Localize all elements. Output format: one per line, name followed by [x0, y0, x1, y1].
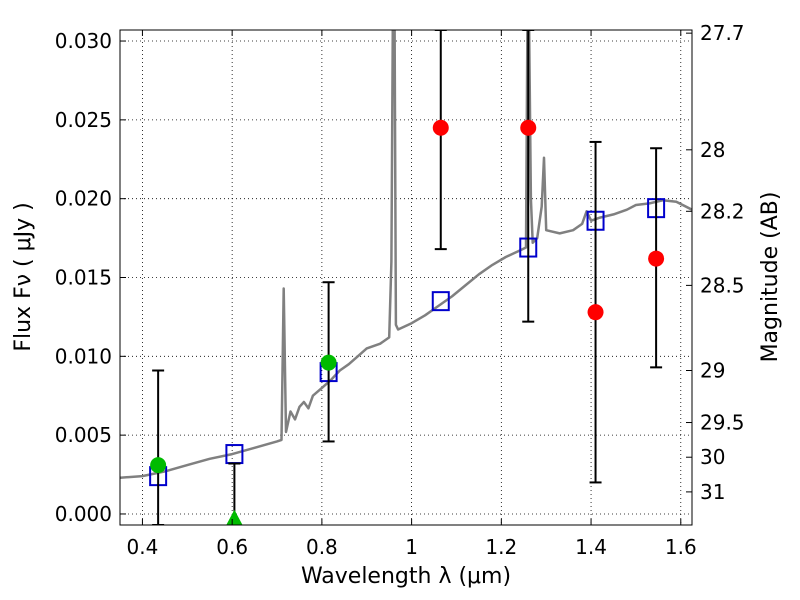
observed-flux-point: [520, 119, 537, 136]
plot-frame: [119, 29, 693, 526]
x-tick-label: 1.6: [665, 535, 697, 559]
x-axis-label: Wavelength λ (μm): [301, 564, 511, 589]
x-tick-label: 1: [405, 535, 418, 559]
y2-tick-label: 29.5: [700, 411, 745, 435]
observed-flux-point: [587, 304, 604, 321]
data-group: [120, 30, 692, 525]
y-axis-label: Flux Fν ( μJy ): [11, 202, 36, 351]
x-tick-label: 0.6: [216, 535, 248, 559]
ticks: 0.4 0.6 0.8 1 1.2 1.4 1.6 0.000 0.005 0.010 0.015 0…: [55, 21, 745, 559]
y2-tick-label: 29: [700, 359, 725, 383]
y-tick-label: 0.005: [55, 423, 112, 447]
upper-limit-triangle: [226, 509, 243, 525]
template-spectrum-line: [120, 30, 692, 479]
y2-tick-label: 28.5: [700, 273, 745, 297]
x-tick-label: 0.8: [306, 535, 338, 559]
y2-tick-label: 31: [700, 480, 725, 504]
y2-axis-label: Magnitude (AB): [758, 192, 783, 363]
y-tick-label: 0.000: [55, 502, 112, 526]
observed-flux-point: [320, 354, 337, 371]
y-tick-label: 0.015: [55, 266, 112, 290]
observed-flux-point: [150, 457, 167, 474]
model-flux-square: [431, 291, 450, 312]
y2-tick-label: 27.7: [700, 21, 745, 45]
y2-tick-label: 28.2: [700, 199, 745, 223]
x-tick-label: 0.4: [127, 535, 159, 559]
y-tick-label: 0.025: [55, 108, 112, 132]
y-tick-label: 0.030: [55, 29, 112, 53]
x-tick-label: 1.2: [485, 535, 517, 559]
y-tick-label: 0.020: [55, 187, 112, 211]
x-tick-label: 1.4: [575, 535, 607, 559]
y2-tick-label: 30: [700, 445, 725, 469]
grid: [120, 30, 692, 525]
y-tick-label: 0.010: [55, 344, 112, 368]
y2-tick-label: 28: [700, 138, 725, 162]
observed-flux-point: [432, 119, 449, 136]
data-layer: [120, 30, 692, 525]
observed-flux-point: [648, 250, 665, 267]
